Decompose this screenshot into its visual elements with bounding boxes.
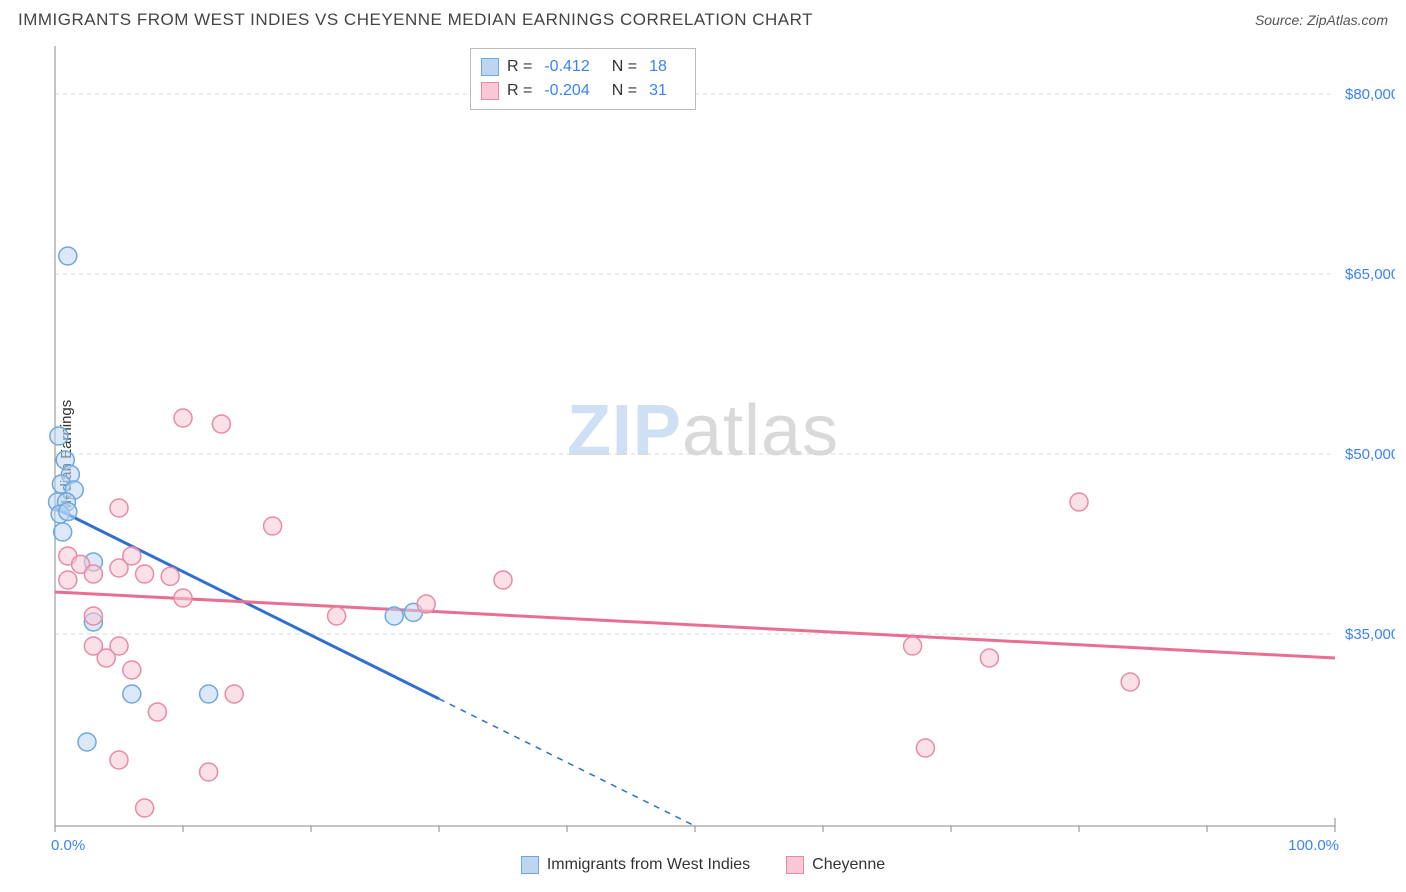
n-value: 31 bbox=[649, 79, 667, 103]
svg-text:$80,000: $80,000 bbox=[1345, 86, 1395, 103]
legend-swatch bbox=[521, 856, 539, 874]
legend-swatch bbox=[481, 58, 499, 76]
legend-swatch bbox=[786, 856, 804, 874]
legend-label: Immigrants from West Indies bbox=[547, 856, 750, 874]
n-label: N = bbox=[612, 79, 637, 103]
legend-item-0: Immigrants from West Indies bbox=[521, 856, 750, 874]
r-label: R = bbox=[507, 55, 532, 79]
n-value: 18 bbox=[649, 55, 667, 79]
svg-text:0.0%: 0.0% bbox=[51, 837, 85, 854]
scatter-chart: $35,000 $50,000 $65,000 $80,000 0.0% 100.0% bbox=[45, 46, 1395, 866]
svg-text:$50,000: $50,000 bbox=[1345, 446, 1395, 463]
plot-area: Median Earnings ZIPatlas $35,000$50,000$… bbox=[0, 36, 1406, 876]
source-label: Source: ZipAtlas.com bbox=[1255, 12, 1388, 28]
n-label: N = bbox=[612, 55, 637, 79]
legend-item-1: Cheyenne bbox=[786, 856, 885, 874]
r-value: -0.204 bbox=[544, 79, 589, 103]
legend-swatch bbox=[481, 82, 499, 100]
header: IMMIGRANTS FROM WEST INDIES VS CHEYENNE … bbox=[0, 0, 1406, 36]
svg-text:100.0%: 100.0% bbox=[1288, 837, 1339, 854]
legend-row-1: R = -0.204 N = 31 bbox=[481, 79, 681, 103]
legend-top: R = -0.412 N = 18 R = -0.204 N = 31 bbox=[470, 48, 696, 110]
legend-label: Cheyenne bbox=[812, 856, 885, 874]
r-label: R = bbox=[507, 79, 532, 103]
r-value: -0.412 bbox=[544, 55, 589, 79]
chart-title: IMMIGRANTS FROM WEST INDIES VS CHEYENNE … bbox=[18, 10, 813, 30]
legend-bottom: Immigrants from West Indies Cheyenne bbox=[0, 856, 1406, 874]
legend-row-0: R = -0.412 N = 18 bbox=[481, 55, 681, 79]
svg-text:$35,000: $35,000 bbox=[1345, 626, 1395, 643]
svg-text:$65,000: $65,000 bbox=[1345, 266, 1395, 283]
